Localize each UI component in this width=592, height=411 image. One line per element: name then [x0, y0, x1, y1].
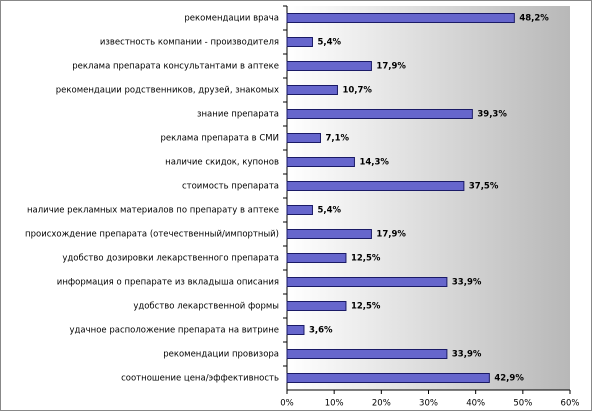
y-tick-label: рекомендации родственников, друзей, знак…: [56, 86, 279, 96]
bar: [286, 109, 473, 119]
bar: [286, 301, 347, 311]
y-tick-label: известность компании - производителя: [100, 38, 279, 48]
bar: [286, 13, 515, 23]
y-tick-label: рекомендации врача: [184, 14, 279, 24]
bar: [286, 229, 372, 239]
y-tick-label: наличие рекламных материалов по препарат…: [27, 206, 279, 216]
bar: [286, 325, 305, 335]
bar: [286, 61, 372, 71]
x-tick-label: 0%: [280, 399, 294, 409]
value-label: 17,9%: [376, 230, 406, 240]
value-label: 39,3%: [477, 110, 507, 120]
bar: [286, 133, 321, 143]
bar: [286, 85, 338, 95]
y-tick-label: происхождение препарата (отечественный/и…: [25, 230, 279, 240]
bar: [286, 181, 465, 191]
y-tick-label: реклама препарата консультантами в аптек…: [72, 62, 279, 72]
bar: [286, 157, 355, 167]
y-tick-label: удобство лекарственной формы: [133, 302, 279, 312]
bar: [286, 205, 313, 215]
value-label: 33,9%: [452, 278, 482, 288]
value-label: 10,7%: [342, 86, 372, 96]
bar: [286, 37, 313, 47]
y-tick-label: информация о препарате из вкладыша описа…: [57, 278, 279, 288]
bar: [286, 277, 448, 287]
value-label: 5,4%: [317, 38, 341, 48]
value-label: 12,5%: [351, 254, 381, 264]
y-tick-label: удобство дозировки лекарственного препар…: [62, 254, 279, 264]
bar: [286, 349, 448, 359]
x-tick-label: 20%: [372, 399, 391, 409]
value-label: 12,5%: [351, 302, 381, 312]
y-tick-label: рекомендации провизора: [163, 350, 279, 360]
bar: [286, 373, 490, 383]
value-label: 14,3%: [359, 158, 389, 168]
y-tick-label: знание препарата: [197, 110, 279, 120]
value-label: 33,9%: [452, 350, 482, 360]
x-tick-label: 40%: [466, 399, 485, 409]
y-tick-label: соотношение цена/эффективность: [121, 374, 279, 384]
x-tick-label: 60%: [561, 399, 580, 409]
x-tick-label: 10%: [325, 399, 344, 409]
y-tick-label: реклама препарата в СМИ: [161, 134, 279, 144]
value-label: 42,9%: [494, 374, 524, 384]
y-tick-label: наличие скидок, купонов: [165, 158, 279, 168]
value-label: 5,4%: [317, 206, 341, 216]
x-tick-label: 50%: [513, 399, 532, 409]
y-tick-label: стоимость препарата: [182, 182, 279, 192]
value-label: 7,1%: [325, 134, 349, 144]
x-tick-label: 30%: [419, 399, 438, 409]
bar: [286, 253, 347, 263]
value-label: 17,9%: [376, 62, 406, 72]
value-label: 48,2%: [519, 14, 549, 24]
value-label: 3,6%: [309, 326, 333, 336]
y-tick-label: удачное расположение препарата на витрин…: [70, 326, 279, 336]
value-label: 37,5%: [469, 182, 499, 192]
